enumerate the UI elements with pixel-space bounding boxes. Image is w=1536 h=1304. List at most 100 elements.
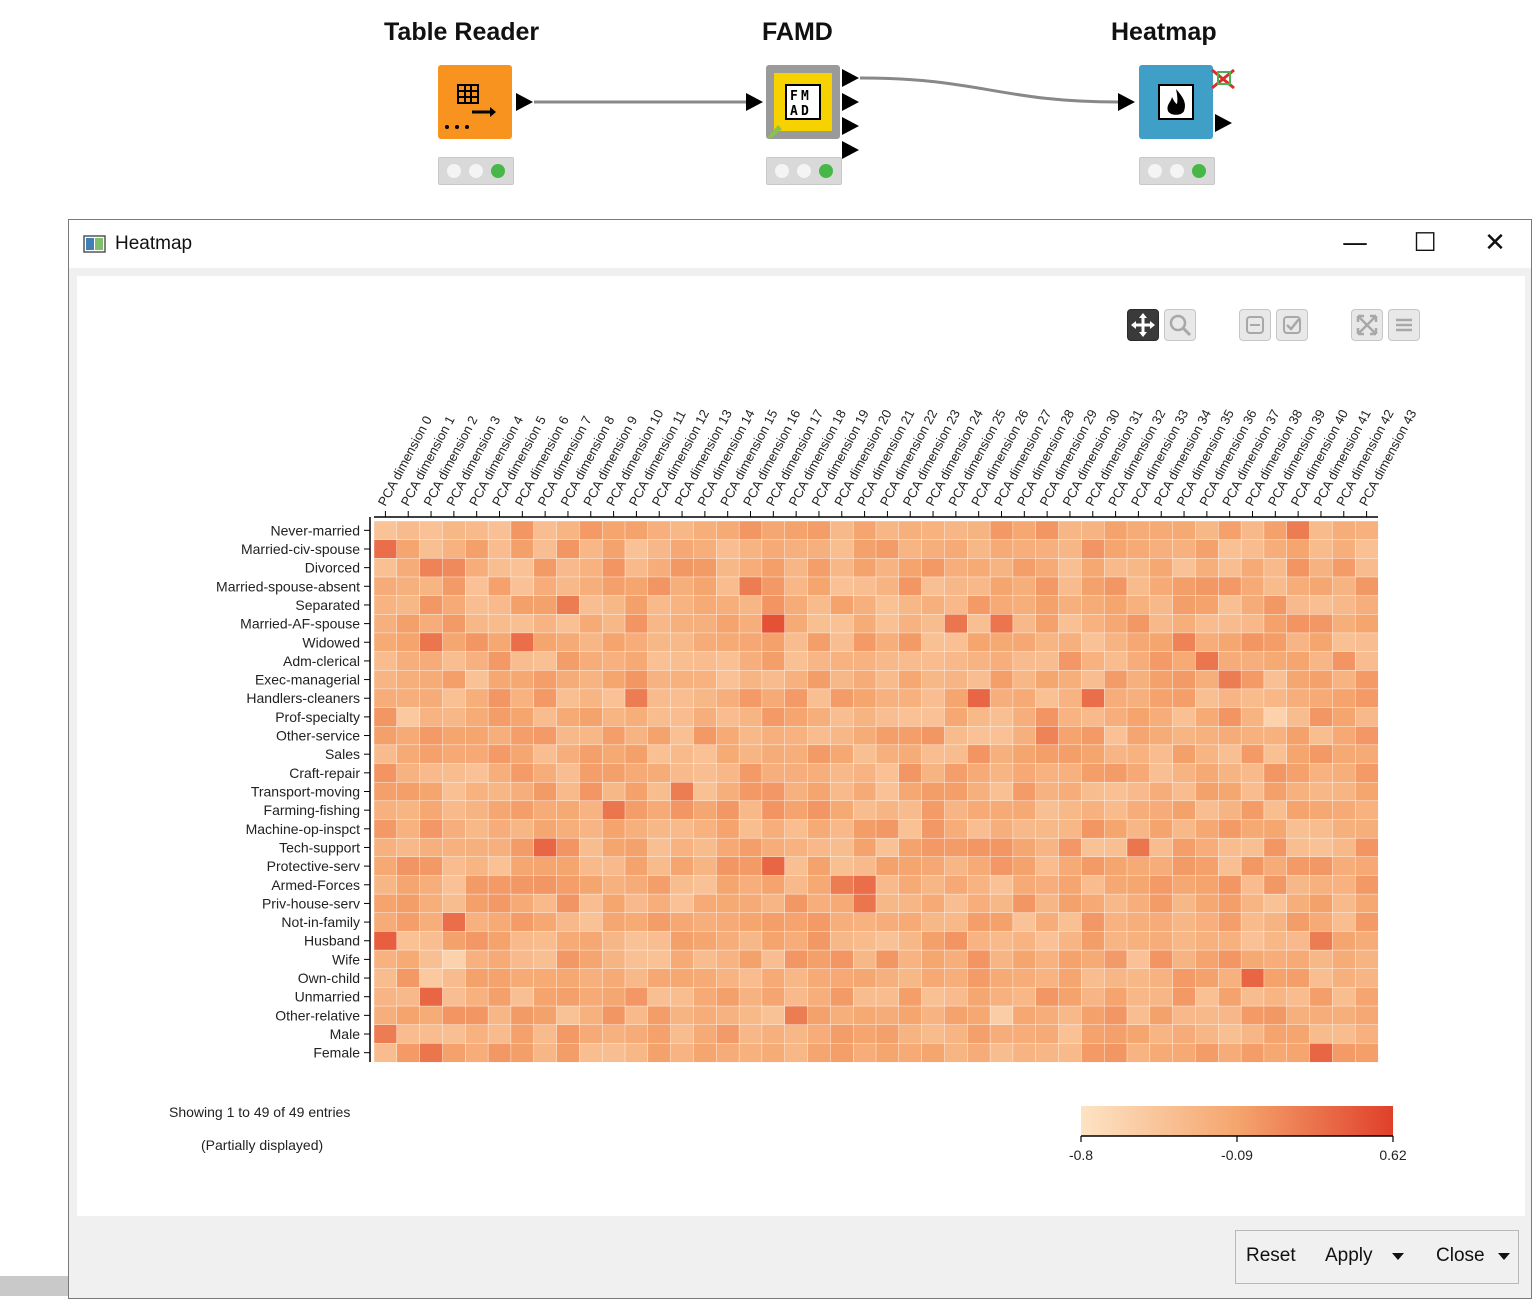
heatmap-cell — [1332, 837, 1356, 858]
heatmap-cell — [1012, 763, 1037, 783]
heatmap-cell — [396, 1005, 421, 1026]
heatmap-cell — [716, 1024, 740, 1044]
heatmap-cell — [1149, 744, 1174, 765]
heatmap-cell — [624, 987, 649, 1007]
heatmap-cell — [1103, 837, 1128, 858]
heatmap-cell — [1035, 670, 1060, 690]
reset-button[interactable]: Reset — [1246, 1245, 1296, 1266]
heatmap-cell — [624, 912, 649, 932]
pan-button[interactable] — [1127, 309, 1159, 341]
heatmap-cell — [1035, 893, 1060, 914]
heatmap-cell — [670, 893, 694, 914]
heatmap-cell — [898, 726, 923, 746]
famd-node[interactable]: F M A D — [766, 65, 840, 139]
heatmap-output-port[interactable] — [1215, 114, 1232, 132]
heatmap-cell — [465, 632, 489, 653]
heatmap-cell — [921, 651, 945, 671]
heatmap-cell — [738, 520, 763, 541]
heatmap-cell — [1126, 819, 1151, 839]
heatmap-cell — [373, 893, 398, 914]
close-window-button[interactable]: ✕ — [1484, 228, 1506, 258]
heatmap-cell — [1218, 763, 1242, 783]
heatmap-cell — [419, 726, 443, 746]
heatmap-cell — [784, 856, 809, 876]
heatmap-cell — [1035, 800, 1060, 820]
heatmap-cell — [852, 520, 877, 541]
heatmap-cell — [373, 558, 398, 578]
apply-dropdown-icon[interactable] — [1392, 1253, 1404, 1260]
window-titlebar[interactable]: Heatmap — ☐ ✕ — [69, 220, 1531, 268]
heatmap-cell — [647, 688, 672, 709]
heatmap-cell — [465, 1043, 489, 1063]
heatmap-cell — [1354, 632, 1379, 653]
heatmap-cell — [807, 1043, 831, 1063]
heatmap-cell — [716, 670, 740, 690]
heatmap-cell — [716, 763, 740, 783]
heatmap-cell — [761, 875, 786, 895]
heatmap-cell — [967, 1043, 991, 1063]
heatmap-cell — [761, 595, 786, 615]
heatmap-cell — [1240, 875, 1265, 895]
heatmap-cell — [1354, 800, 1379, 820]
heatmap-cell — [989, 875, 1014, 895]
heatmap-cell — [1240, 632, 1265, 653]
heatmap-cell — [716, 520, 740, 541]
heatmap-cell — [1195, 912, 1219, 932]
heatmap-cell — [1149, 595, 1174, 615]
heatmap-cell — [1286, 688, 1311, 709]
heatmap-cell — [465, 726, 489, 746]
heatmap-cell — [1081, 987, 1105, 1007]
heatmap-cell — [1012, 893, 1037, 914]
table-reader-output-port[interactable] — [516, 93, 533, 111]
fullscreen-button[interactable] — [1351, 309, 1383, 341]
heatmap-cell — [1332, 539, 1356, 559]
heatmap-cell — [579, 856, 603, 876]
heatmap-node[interactable] — [1139, 65, 1213, 139]
close-dropdown-icon[interactable] — [1498, 1253, 1510, 1260]
canvas-scrollbar[interactable] — [0, 1276, 68, 1296]
famd-output-port-2[interactable] — [842, 93, 859, 111]
heatmap-cell — [1081, 837, 1105, 858]
heatmap-cell — [1218, 520, 1242, 541]
heatmap-cell — [944, 1024, 968, 1044]
heatmap-cell — [1081, 707, 1105, 727]
famd-output-port-3[interactable] — [842, 117, 859, 135]
famd-output-port-4[interactable] — [842, 141, 859, 159]
heatmap-cell — [1081, 614, 1105, 634]
heatmap-cell — [624, 968, 649, 988]
heatmap-cell — [875, 819, 900, 839]
table-reader-node[interactable] — [438, 65, 512, 139]
maximize-button[interactable]: ☐ — [1413, 228, 1437, 258]
heatmap-input-port[interactable] — [1118, 93, 1135, 111]
heatmap-cell — [1058, 614, 1082, 634]
close-button[interactable]: Close — [1436, 1245, 1485, 1266]
heatmap-cell — [487, 558, 512, 578]
heatmap-cell — [1286, 520, 1311, 541]
table-reader-title: Table Reader — [384, 18, 540, 46]
heatmap-cell — [1354, 726, 1379, 746]
heatmap-cell — [601, 931, 626, 951]
heatmap-cell — [1035, 520, 1060, 541]
apply-button[interactable]: Apply — [1325, 1245, 1373, 1266]
heatmap-cell — [1286, 558, 1311, 578]
heatmap-cell — [487, 781, 512, 802]
menu-button[interactable] — [1388, 309, 1420, 341]
heatmap-cell — [419, 949, 443, 970]
minimize-button[interactable]: — — [1342, 228, 1368, 258]
famd-output-port-1[interactable] — [842, 69, 859, 87]
heatmap-cell — [921, 837, 945, 858]
heatmap-cell — [1240, 520, 1265, 541]
heatmap-cell — [670, 632, 694, 653]
heatmap-cell — [601, 819, 626, 839]
heatmap-cell — [624, 707, 649, 727]
heatmap-cell — [556, 1024, 580, 1044]
heatmap-cell — [784, 781, 809, 802]
select-button[interactable] — [1276, 309, 1308, 341]
zoom-button[interactable] — [1164, 309, 1196, 341]
heatmap-cell — [693, 1024, 717, 1044]
heatmap-cell — [1218, 744, 1242, 765]
famd-input-port[interactable] — [746, 93, 763, 111]
deselect-button[interactable] — [1239, 309, 1271, 341]
heatmap-cell — [1126, 875, 1151, 895]
heatmap-cell — [579, 576, 603, 597]
